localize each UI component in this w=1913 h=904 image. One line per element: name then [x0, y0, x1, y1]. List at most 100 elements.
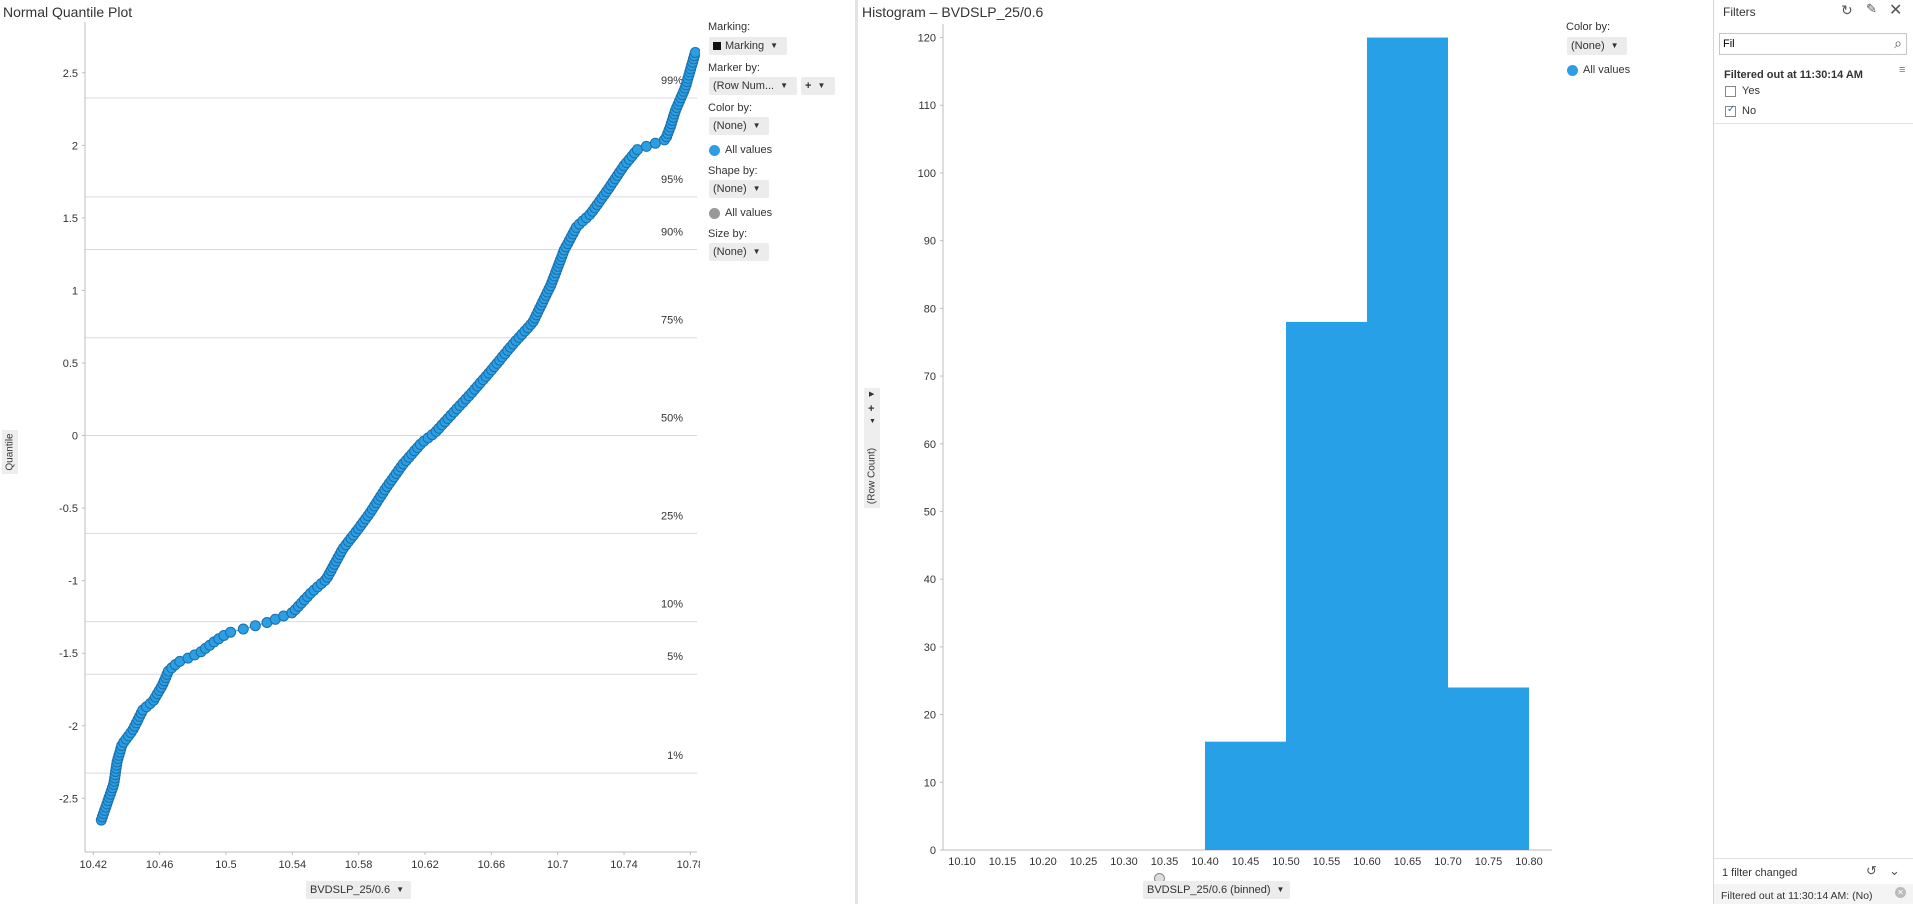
marker-by-value: (Row Num... — [713, 80, 775, 92]
qq-x-axis-selector[interactable]: BVDSLP_25/0.6 ▼ — [306, 881, 411, 899]
x-tick-label: 10.66 — [478, 859, 506, 871]
x-tick-label: 10.10 — [948, 856, 976, 868]
filter-search-input[interactable] — [1723, 36, 1873, 52]
y-tick-label: 80 — [924, 303, 936, 315]
chevron-down-icon: ▼ — [780, 81, 789, 91]
x-tick-label: 10.20 — [1029, 856, 1057, 868]
hist-color-by-selector[interactable]: (None) ▼ — [1567, 37, 1627, 55]
y-tick-label: 2.5 — [63, 68, 78, 80]
marking-selector[interactable]: Marking ▼ — [709, 37, 787, 55]
search-icon[interactable]: ⌕ — [1894, 35, 1902, 51]
qq-y-axis-label[interactable]: Quantile — [2, 430, 18, 474]
close-icon[interactable]: ✕ — [1889, 2, 1903, 19]
x-tick-label: 10.25 — [1070, 856, 1098, 868]
percentile-label: 75% — [661, 315, 683, 327]
hist-all-values[interactable]: All values — [1583, 64, 1631, 76]
y-tick-label: 1 — [72, 285, 78, 297]
filter-checkbox-yes[interactable] — [1725, 86, 1736, 97]
hist-y-axis-controls[interactable]: ▶ + ▼ (Row Count) — [864, 388, 880, 508]
x-tick-label: 10.75 — [1475, 856, 1503, 868]
chevron-down-icon: ▼ — [752, 184, 761, 194]
marker-by-label: Marker by: — [708, 62, 760, 74]
panel-divider[interactable] — [855, 0, 858, 904]
shape-all-values[interactable]: All values — [725, 207, 773, 219]
filter-status-text: Filtered out at 11:30:14 AM: (No) — [1721, 890, 1873, 902]
filter-option-no[interactable]: No — [1742, 105, 1757, 117]
data-point — [237, 623, 249, 635]
histogram-bar — [1205, 741, 1286, 850]
chevron-down-icon: ▼ — [1610, 41, 1619, 51]
shape-by-label: Shape by: — [708, 165, 758, 177]
y-tick-label: -0.5 — [59, 503, 78, 515]
x-tick-label: 10.35 — [1151, 856, 1179, 868]
plus-icon[interactable]: + — [868, 403, 875, 415]
reset-icon[interactable]: ↻ — [1841, 2, 1853, 18]
filters-title: Filters — [1723, 5, 1756, 19]
y-tick-label: 50 — [924, 506, 936, 518]
percentile-label: 5% — [667, 651, 683, 663]
percentile-label: 90% — [661, 227, 683, 239]
chevron-down-icon[interactable]: ⌄ — [1889, 863, 1900, 878]
chevron-down-icon[interactable]: ▼ — [869, 418, 876, 425]
filter-status-bar — [1714, 884, 1913, 904]
y-tick-label: 40 — [924, 574, 936, 586]
chevron-down-icon: ▼ — [1276, 885, 1285, 895]
chevron-down-icon: ▼ — [752, 121, 761, 131]
shape-by-selector[interactable]: (None) ▼ — [709, 180, 769, 198]
x-tick-label: 10.58 — [345, 859, 373, 871]
percentile-label: 10% — [661, 599, 683, 611]
filter-checkbox-no[interactable]: ✓ — [1725, 104, 1736, 117]
hist-title: Histogram – BVDSLP_25/0.6 — [862, 4, 1044, 20]
quantile-connector-line — [100, 52, 696, 821]
y-tick-label: 110 — [918, 100, 936, 112]
filter-option-yes[interactable]: Yes — [1742, 85, 1760, 97]
x-tick-label: 10.40 — [1191, 856, 1219, 868]
qq-plot[interactable]: 99% 95% 90% 75% 50% 25% 10% 5% 1% -2.5 -2 -1.5 -1 -0.… — [0, 0, 700, 904]
filter-group-menu-icon[interactable]: ≡ — [1899, 64, 1906, 76]
color-by-value: (None) — [713, 120, 747, 132]
data-point — [631, 144, 643, 156]
marker-by-add-button[interactable]: + ▼ — [801, 77, 835, 95]
data-point — [249, 620, 261, 632]
hist-x-axis-selector-text: BVDSLP_25/0.6 (binned) — [1147, 884, 1271, 896]
color-by-selector[interactable]: (None) ▼ — [709, 117, 769, 135]
y-tick-label: 10 — [924, 777, 936, 789]
marking-value: Marking — [725, 40, 765, 52]
pin-icon[interactable]: ✎ — [1866, 1, 1877, 16]
data-point — [225, 626, 237, 638]
x-tick-label: 10.80 — [1515, 856, 1543, 868]
data-point — [649, 137, 661, 149]
histogram-bar — [1367, 37, 1448, 850]
hist-color-by-value: (None) — [1571, 40, 1605, 52]
filter-search-box[interactable]: ⌕ — [1719, 33, 1907, 55]
hist-legend-dot-icon — [1567, 65, 1578, 76]
x-tick-label: 10.5 — [215, 859, 236, 871]
x-tick-label: 10.42 — [80, 859, 108, 871]
marking-label: Marking: — [708, 21, 751, 33]
x-tick-label: 10.70 — [1434, 856, 1462, 868]
qq-x-axis-selector-text: BVDSLP_25/0.6 — [310, 884, 391, 896]
size-by-label: Size by: — [708, 228, 748, 240]
y-tick-label: -1 — [68, 576, 78, 588]
shape-legend-dot-icon — [709, 208, 720, 219]
hist-x-axis-selector[interactable]: BVDSLP_25/0.6 (binned) ▼ — [1143, 881, 1290, 899]
clear-icon[interactable]: ✕ — [1895, 887, 1906, 898]
histogram-plot[interactable]: 0 10 20 30 40 50 60 70 80 90 100 110 120 10.10 10.15 10… — [858, 0, 1558, 904]
size-by-selector[interactable]: (None) ▼ — [709, 243, 769, 261]
filter-footer-divider — [1714, 858, 1913, 859]
hist-color-by-label: Color by: — [1566, 21, 1611, 33]
percentile-label: 50% — [661, 413, 683, 425]
check-icon: ✓ — [1727, 104, 1736, 115]
color-all-values[interactable]: All values — [725, 144, 773, 156]
data-point — [640, 140, 652, 152]
x-tick-label: 10.74 — [610, 859, 638, 871]
shape-by-value: (None) — [713, 183, 747, 195]
marker-by-selector[interactable]: (Row Num... ▼ — [709, 77, 797, 95]
chevron-down-icon: ▼ — [770, 41, 779, 51]
data-point — [689, 47, 700, 58]
x-tick-label: 10.7 — [547, 859, 568, 871]
undo-icon[interactable]: ↺ — [1866, 863, 1877, 878]
filters-changed-text: 1 filter changed — [1722, 867, 1798, 879]
x-tick-label: 10.50 — [1272, 856, 1300, 868]
chevron-right-icon[interactable]: ▶ — [869, 391, 875, 398]
